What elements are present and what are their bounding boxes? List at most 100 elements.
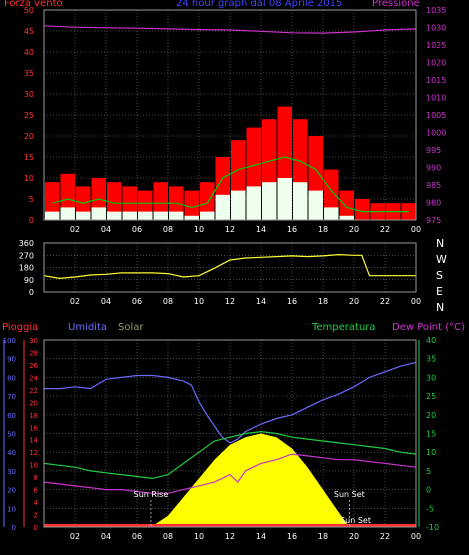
direction-panel-x-tick-label: 08 bbox=[163, 297, 173, 306]
wind-y-tick-label: 50 bbox=[24, 6, 34, 15]
pressure-y-tick-label: 975 bbox=[426, 216, 441, 225]
temp-panel-x-tick-label: 06 bbox=[132, 532, 142, 541]
wind-min-bar bbox=[277, 178, 292, 220]
wind-max-bar bbox=[45, 182, 60, 220]
wind-panel-x-tick-label: 18 bbox=[318, 225, 328, 234]
temp-y-tick-label: 40 bbox=[426, 336, 436, 345]
wind-min-bar bbox=[339, 215, 354, 220]
rain-y-tick-label: 0 bbox=[34, 524, 38, 532]
temp-y-tick-label: 25 bbox=[426, 392, 436, 401]
wind-panel-x-tick-label: 10 bbox=[194, 225, 204, 234]
temp-panel-x-tick-label: 16 bbox=[287, 532, 297, 541]
compass-w: W bbox=[436, 253, 447, 266]
temp-y-tick-label: 35 bbox=[426, 355, 436, 364]
wind-min-bar bbox=[122, 211, 137, 220]
wind-min-bar bbox=[107, 211, 122, 220]
pressure-axis-title: Pressione bbox=[372, 0, 420, 9]
wind-max-bar bbox=[153, 182, 168, 220]
rain-y-tick-label: 16 bbox=[29, 424, 38, 432]
wind-min-bar bbox=[91, 207, 106, 220]
wind-y-tick-label: 35 bbox=[24, 69, 34, 78]
wind-max-bar bbox=[355, 199, 370, 220]
legend-solar: Solar bbox=[118, 322, 144, 333]
wind-y-tick-label: 20 bbox=[24, 132, 34, 141]
wind-min-bar bbox=[324, 207, 339, 220]
humidity-y-tick-label: 0 bbox=[12, 524, 16, 532]
rain-y-tick-label: 26 bbox=[29, 362, 38, 370]
direction-panel-x-tick-label: 06 bbox=[132, 297, 142, 306]
rain-y-tick-label: 22 bbox=[29, 387, 38, 395]
sun-annotation-label: Sun Set bbox=[340, 516, 371, 525]
wind-min-bar bbox=[262, 182, 277, 220]
sun-annotation-label: Sun Rise bbox=[134, 490, 169, 499]
direction-panel-x-tick-label: 02 bbox=[70, 297, 80, 306]
temp-panel-x-tick-label: 14 bbox=[256, 532, 266, 541]
wind-y-tick-label: 15 bbox=[24, 153, 34, 162]
wind-min-bar bbox=[60, 207, 75, 220]
wind-min-bar bbox=[231, 190, 246, 220]
solar-area bbox=[151, 433, 350, 527]
wind-axis-title: Forza vento bbox=[4, 0, 63, 9]
temp-y-tick-label: -5 bbox=[426, 504, 434, 513]
wind-y-tick-label: 45 bbox=[24, 27, 34, 36]
pressure-y-tick-label: 1030 bbox=[426, 24, 446, 33]
temp-panel-x-tick-label: 00 bbox=[411, 532, 421, 541]
wind-min-bar bbox=[76, 211, 91, 220]
wind-panel-x-tick-label: 02 bbox=[70, 225, 80, 234]
wind-y-tick-label: 25 bbox=[24, 111, 34, 120]
direction-y-tick-label: 270 bbox=[19, 251, 34, 260]
dew-point-line bbox=[43, 453, 417, 494]
pressure-y-tick-label: 995 bbox=[426, 146, 441, 155]
pressure-y-tick-label: 1015 bbox=[426, 76, 446, 85]
wind-y-tick-label: 5 bbox=[29, 195, 34, 204]
legend-dew-point: Dew Point (°C) bbox=[392, 322, 466, 333]
humidity-y-tick-label: 100 bbox=[3, 337, 16, 345]
rain-y-tick-label: 20 bbox=[29, 399, 38, 407]
humidity-y-tick-label: 70 bbox=[7, 393, 16, 401]
wind-y-tick-label: 40 bbox=[24, 48, 34, 57]
pressure-y-tick-label: 1005 bbox=[426, 111, 446, 120]
rain-y-tick-label: 12 bbox=[29, 449, 38, 457]
pressure-y-tick-label: 1000 bbox=[426, 129, 446, 138]
temp-panel-x-tick-label: 20 bbox=[349, 532, 359, 541]
rain-y-tick-label: 30 bbox=[29, 337, 38, 345]
direction-y-tick-label: 360 bbox=[19, 239, 34, 248]
temp-y-tick-label: 10 bbox=[426, 448, 436, 457]
compass-n-top: N bbox=[436, 237, 445, 250]
rain-y-tick-label: 2 bbox=[34, 512, 38, 520]
wind-min-bar bbox=[169, 211, 184, 220]
pressure-y-tick-label: 980 bbox=[426, 199, 441, 208]
humidity-y-tick-label: 10 bbox=[7, 505, 16, 513]
wind-panel-x-tick-label: 14 bbox=[256, 225, 266, 234]
pressure-y-tick-label: 985 bbox=[426, 181, 441, 190]
rain-y-tick-label: 10 bbox=[29, 462, 38, 470]
direction-line bbox=[43, 253, 416, 280]
wind-min-bar bbox=[45, 211, 60, 220]
wind-max-bar bbox=[200, 182, 215, 220]
legend-temperature: Temperatura bbox=[312, 322, 376, 333]
direction-y-tick-label: 90 bbox=[24, 276, 34, 285]
temp-panel-x-tick-label: 10 bbox=[194, 532, 204, 541]
pressure-y-tick-label: 1020 bbox=[426, 59, 446, 68]
wind-panel-x-tick-label: 20 bbox=[349, 225, 359, 234]
wind-min-bar bbox=[293, 182, 308, 220]
direction-panel-x-tick-label: 20 bbox=[349, 297, 359, 306]
compass-n-bottom: N bbox=[436, 301, 445, 314]
wind-max-bar bbox=[184, 190, 199, 220]
rain-y-tick-label: 8 bbox=[34, 474, 38, 482]
direction-panel-x-tick-label: 22 bbox=[380, 297, 390, 306]
humidity-line bbox=[44, 361, 417, 444]
temp-panel-x-tick-label: 12 bbox=[225, 532, 235, 541]
humidity-y-tick-label: 30 bbox=[7, 468, 16, 476]
wind-min-bar bbox=[246, 186, 261, 220]
wind-min-bar bbox=[200, 211, 215, 220]
chart-title: 24 hour graph dal 08 Aprile 2015 bbox=[176, 0, 343, 9]
pressure-y-tick-label: 990 bbox=[426, 164, 441, 173]
direction-panel-x-tick-label: 00 bbox=[411, 297, 421, 306]
legend-rain: Pioggia bbox=[2, 322, 39, 333]
temp-panel-x-tick-label: 02 bbox=[70, 532, 80, 541]
wind-y-tick-label: 0 bbox=[29, 216, 34, 225]
humidity-y-tick-label: 40 bbox=[7, 449, 16, 457]
direction-panel-x-tick-label: 18 bbox=[318, 297, 328, 306]
direction-y-tick-label: 0 bbox=[29, 288, 34, 297]
